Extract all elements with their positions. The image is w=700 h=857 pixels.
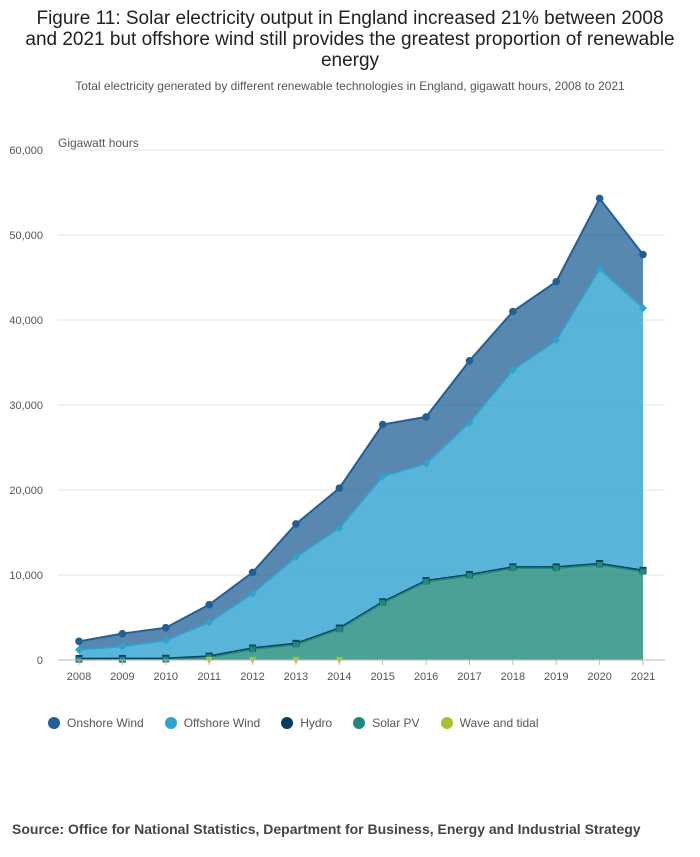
offshore-wind-point <box>639 304 647 313</box>
x-tick-label: 2020 <box>587 671 611 683</box>
area-layer <box>79 198 643 660</box>
area-chart: 0 10,000 20,000 30,000 40,000 50,000 60,000 200… <box>9 136 665 683</box>
x-tick-label: 2015 <box>370 671 394 683</box>
onshore-wind-point <box>75 637 83 646</box>
y-tick-label: 50,000 <box>9 230 43 242</box>
y-tick-label: 0 <box>37 655 43 667</box>
x-tick-label: 2010 <box>154 671 178 683</box>
offshore-wind-point <box>118 642 127 651</box>
offshore-wind-point <box>291 553 300 562</box>
x-tick-label: 2011 <box>197 671 221 683</box>
solar-pv-point <box>640 568 646 575</box>
legend-label: Hydro <box>300 716 333 730</box>
offshore-wind-point <box>595 265 604 273</box>
y-tick-label: 40,000 <box>9 315 43 327</box>
onshore-wind-point <box>161 623 170 632</box>
onshore-wind-point <box>205 600 213 609</box>
solar-pv-point <box>292 641 299 648</box>
onshore-wind-point <box>639 250 647 259</box>
x-tick-label: 2018 <box>501 671 525 683</box>
offshore-wind-point <box>335 524 344 533</box>
x-tick-label: 2009 <box>110 671 134 683</box>
source-note: Source: Office for National Statistics, … <box>12 821 641 837</box>
onshore-wind-point <box>552 277 561 286</box>
legend-item: Offshore Wind <box>164 716 261 730</box>
offshore-wind-point <box>75 645 83 654</box>
offshore-wind-point <box>508 366 517 375</box>
onshore-wind-point <box>422 413 430 421</box>
solar-pv-point <box>553 565 560 572</box>
solar-pv-point <box>336 626 343 633</box>
legend-label: Onshore Wind <box>67 716 144 730</box>
legend-label: Offshore Wind <box>183 716 261 730</box>
legend-marker-icon <box>164 717 177 729</box>
legend-label: Solar PV <box>372 716 420 730</box>
legend-marker-icon <box>48 717 60 729</box>
y-tick-label: 60,000 <box>9 145 43 157</box>
chart-subtitle: Total electricity generated by different… <box>75 79 625 93</box>
offshore-wind-point <box>378 472 387 481</box>
chart-title: Figure 11: Solar electricity output in E… <box>25 8 675 71</box>
offshore-wind-area <box>79 269 643 659</box>
onshore-wind-point <box>378 420 387 429</box>
x-tick-label: 2014 <box>327 671 351 683</box>
offshore-wind-point <box>552 336 561 345</box>
onshore-wind-point <box>595 194 604 203</box>
x-tick-label: 2008 <box>67 671 91 683</box>
x-tick-label: 2013 <box>284 671 308 683</box>
onshore-wind-point <box>248 568 257 577</box>
solar-pv-point <box>509 565 516 572</box>
legend-item: Onshore Wind <box>48 716 144 730</box>
onshore-wind-area <box>79 198 643 650</box>
y-axis-label: Gigawatt hours <box>58 136 139 150</box>
y-tick-label: 20,000 <box>9 485 43 497</box>
x-tick-label: 2017 <box>457 671 481 683</box>
onshore-wind-point <box>118 629 127 638</box>
solar-pv-point <box>466 572 473 579</box>
solar-pv-point <box>596 561 603 568</box>
legend-item: Hydro <box>281 716 332 730</box>
solar-pv-point <box>423 578 430 585</box>
onshore-wind-point <box>292 520 300 528</box>
legend-marker-icon <box>440 717 453 729</box>
solar-pv-line <box>78 563 644 661</box>
offshore-wind-point <box>248 589 257 598</box>
offshore-wind-point <box>161 636 170 645</box>
legend-label: Wave and tidal <box>459 716 539 730</box>
legend-item: Solar PV <box>353 716 420 730</box>
legend: Onshore Wind Offshore Wind Hydro Solar PV Wa… <box>48 716 560 730</box>
hydro-line <box>78 562 644 660</box>
axes: 0 10,000 20,000 30,000 40,000 50,000 60,000 200… <box>9 145 665 683</box>
offshore-wind-point <box>465 418 474 427</box>
onshore-wind-point <box>509 307 517 316</box>
offshore-wind-line <box>78 267 644 651</box>
onshore-wind-point <box>465 357 474 365</box>
legend-marker-icon <box>353 717 366 729</box>
solar-pv-area <box>79 564 643 660</box>
solar-pv-point <box>249 646 256 653</box>
offshore-wind-point <box>205 618 214 627</box>
y-tick-label: 10,000 <box>9 570 43 582</box>
x-tick-label: 2012 <box>240 671 264 683</box>
y-tick-label: 30,000 <box>9 400 43 412</box>
solar-pv-point <box>379 600 386 607</box>
onshore-wind-point <box>335 484 344 493</box>
legend-marker-icon <box>281 717 294 729</box>
x-tick-label: 2021 <box>631 671 655 683</box>
x-tick-label: 2016 <box>414 671 438 683</box>
legend-item: Wave and tidal <box>440 716 539 730</box>
offshore-wind-point <box>422 459 431 468</box>
onshore-wind-line <box>78 196 644 643</box>
line-layer <box>78 196 644 661</box>
x-tick-label: 2019 <box>544 671 568 683</box>
